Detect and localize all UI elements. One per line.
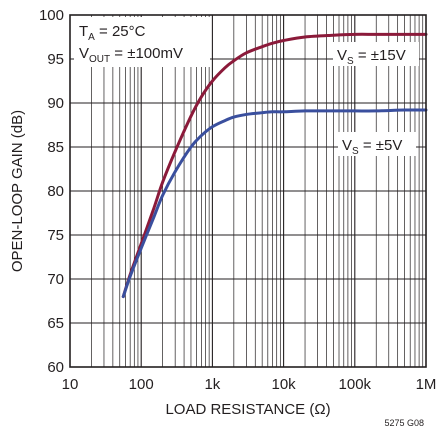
- series-label-5v: VS = ±5V: [342, 137, 402, 157]
- x-tick-label: 100: [129, 376, 154, 393]
- x-tick-label: 1k: [204, 376, 220, 393]
- y-axis-title: OPEN-LOOP GAIN (dB): [9, 110, 26, 272]
- ta-label: TA = 25°C: [79, 23, 146, 43]
- conditions-box: [74, 17, 210, 67]
- y-tick-label: 100: [39, 7, 64, 24]
- series-line-5v: [121, 108, 428, 299]
- x-tick-label: 100k: [339, 376, 372, 393]
- figure-code: 5275 G08: [384, 418, 424, 428]
- series-label-15v: VS = ±15V: [337, 47, 406, 67]
- x-tick-label: 10: [62, 376, 79, 393]
- grid: [70, 15, 426, 367]
- y-tick-label: 80: [47, 183, 64, 200]
- curves: [121, 32, 428, 299]
- x-tick-label: 10k: [272, 376, 297, 393]
- y-tick-label: 85: [47, 139, 64, 156]
- y-tick-label: 60: [47, 359, 64, 376]
- y-tick-label: 90: [47, 95, 64, 112]
- x-tick-label: 1M: [416, 376, 437, 393]
- y-tick-label: 70: [47, 271, 64, 288]
- y-tick-label: 95: [47, 51, 64, 68]
- plot-frame: [69, 14, 427, 368]
- y-tick-label: 75: [47, 227, 64, 244]
- series-label-15v-bg: [333, 42, 419, 66]
- vout-label: VOUT = ±100mV: [79, 45, 183, 65]
- y-tick-label: 65: [47, 315, 64, 332]
- x-axis-title: LOAD RESISTANCE (Ω): [165, 401, 330, 418]
- tick-labels: 10 100 1k 10k 100k 1M 60 65 70 75 80 85 90 95 100: [39, 7, 436, 393]
- series-line-15v: [121, 32, 428, 299]
- series-label-5v-bg: [338, 132, 416, 156]
